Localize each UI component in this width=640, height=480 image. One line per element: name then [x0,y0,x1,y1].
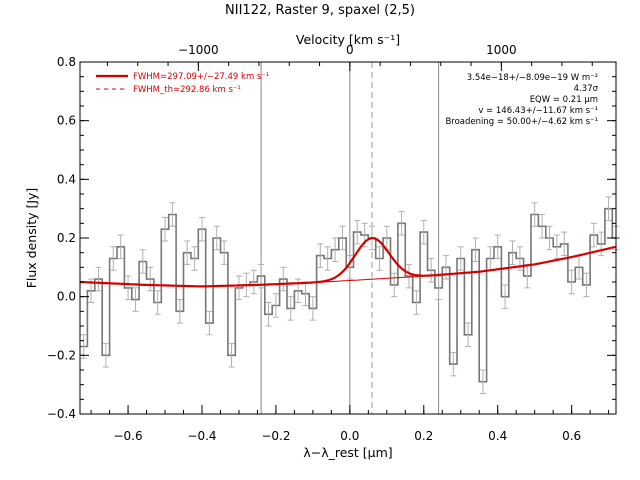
fit-annotation: Broadening = 50.00+/−4.62 km s⁻¹ [445,117,598,127]
y-axis-label: Flux density [Jy] [24,188,39,289]
fit-annotation: 4.37σ [574,84,599,94]
fit-annotation: 3.54e−18+/−8.09e−19 W m⁻² [467,73,598,83]
y-tick-label: 0.4 [57,172,76,186]
fit-annotation: v = 146.43+/−11.67 km s⁻¹ [478,106,598,116]
gaussian-fit-line [236,236,616,287]
legend: FWHM=297.09+/−27.49 km s⁻¹ FWHM_th=292.86… [96,72,269,95]
x-tick-label: −0.2 [261,429,290,443]
legend-fit-label: FWHM=297.09+/−27.49 km s⁻¹ [133,72,269,82]
y-tick-label: −0.4 [47,407,76,421]
top-axis-label: Velocity [km s⁻¹] [296,32,400,47]
x-tick-label: 0.4 [488,429,507,443]
x-axis-label: λ−λ_rest [μm] [303,445,392,460]
y-tick-label: −0.2 [47,348,76,362]
plot-area: −0.6 −0.4 −0.2 0.0 0.2 0.4 0.6 −0.4 −0.2 0.0 0.2 0.… [47,43,620,443]
x-tick-label: 0.2 [414,429,433,443]
x-tick-label: 0.0 [340,429,359,443]
y-tick-label: 0.6 [57,114,76,128]
top-tick-label: 1000 [486,43,517,57]
chart-title: NII122, Raster 9, spaxel (2,5) [225,3,415,18]
top-tick-label: 0 [346,43,354,57]
x-tick-label: −0.4 [187,429,216,443]
legend-thermal-label: FWHM_th=292.86 km s⁻¹ [133,85,241,95]
y-tick-label: 0.8 [57,55,76,69]
fit-continuum-thick [79,280,236,288]
fit-annotation: EQW = 0.21 μm [530,95,598,105]
x-tick-label: −0.6 [113,429,142,443]
y-tick-label: 0.0 [57,290,76,304]
x-tick-label: 0.6 [562,429,581,443]
y-tick-label: 0.2 [57,231,76,245]
top-tick-label: −1000 [178,43,219,57]
